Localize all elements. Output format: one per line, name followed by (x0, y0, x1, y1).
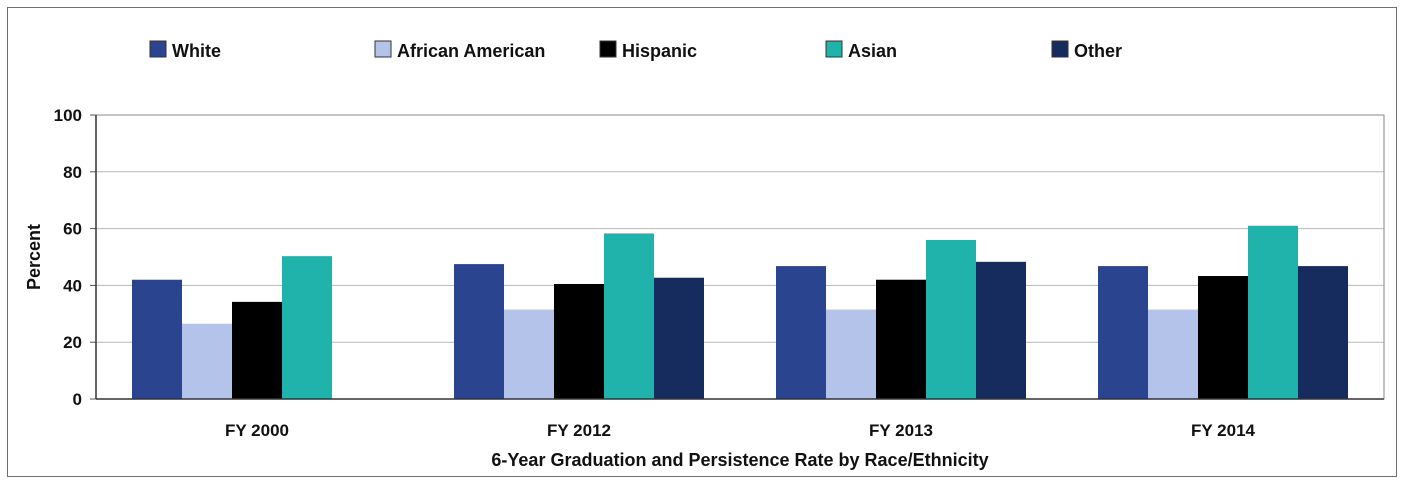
bar-hispanic (232, 301, 282, 399)
y-tick-label: 20 (63, 333, 82, 352)
bar-african-american (182, 323, 232, 399)
bar-white (776, 266, 826, 399)
x-axis-title: 6-Year Graduation and Persistence Rate b… (491, 450, 988, 470)
axes (95, 114, 1385, 400)
bar-white (132, 279, 182, 399)
legend-swatch (825, 40, 843, 58)
bar-other (654, 277, 704, 399)
legend-item: Asian (825, 40, 897, 61)
legend-item: African American (374, 40, 545, 61)
x-tick-label: FY 2013 (869, 421, 933, 440)
legend: White African American Hispanic Asian Other (149, 40, 1122, 61)
legend-item: Other (1051, 40, 1122, 61)
bar-african-american (504, 309, 554, 399)
y-axis-title: Percent (24, 224, 44, 290)
legend-swatch (1051, 40, 1069, 58)
legend-label: White (172, 41, 221, 61)
bar-white (1098, 266, 1148, 399)
bar-asian (282, 256, 332, 399)
x-tick-label: FY 2000 (225, 421, 289, 440)
x-tick-label: FY 2012 (547, 421, 611, 440)
bars (132, 225, 1348, 399)
y-tick-label: 100 (54, 106, 82, 125)
y-tick-labels: 0 20 40 60 80 100 (54, 106, 82, 409)
legend-label: African American (397, 41, 545, 61)
x-tick-labels: FY 2000 FY 2012 FY 2013 FY 2014 (225, 421, 1256, 440)
legend-item: Hispanic (599, 40, 697, 61)
bar-african-american (826, 309, 876, 399)
y-tick-label: 80 (63, 163, 82, 182)
bar-hispanic (1198, 276, 1248, 399)
legend-label: Hispanic (622, 41, 697, 61)
bar-asian (604, 233, 654, 399)
y-tick-label: 60 (63, 220, 82, 239)
y-tick-label: 0 (73, 390, 82, 409)
bar-hispanic (876, 279, 926, 399)
legend-swatch (374, 40, 392, 58)
x-tick-label: FY 2014 (1191, 421, 1256, 440)
bar-asian (1248, 225, 1298, 399)
legend-label: Asian (848, 41, 897, 61)
bar-african-american (1148, 309, 1198, 399)
bar-hispanic (554, 283, 604, 399)
legend-item: White (149, 40, 221, 61)
y-tick-label: 40 (63, 276, 82, 295)
legend-swatch (599, 40, 617, 58)
bar-asian (926, 239, 976, 399)
legend-label: Other (1074, 41, 1122, 61)
bar-other (976, 261, 1026, 399)
bar-white (454, 264, 504, 399)
legend-swatch (149, 40, 167, 58)
bar-other (1298, 266, 1348, 399)
